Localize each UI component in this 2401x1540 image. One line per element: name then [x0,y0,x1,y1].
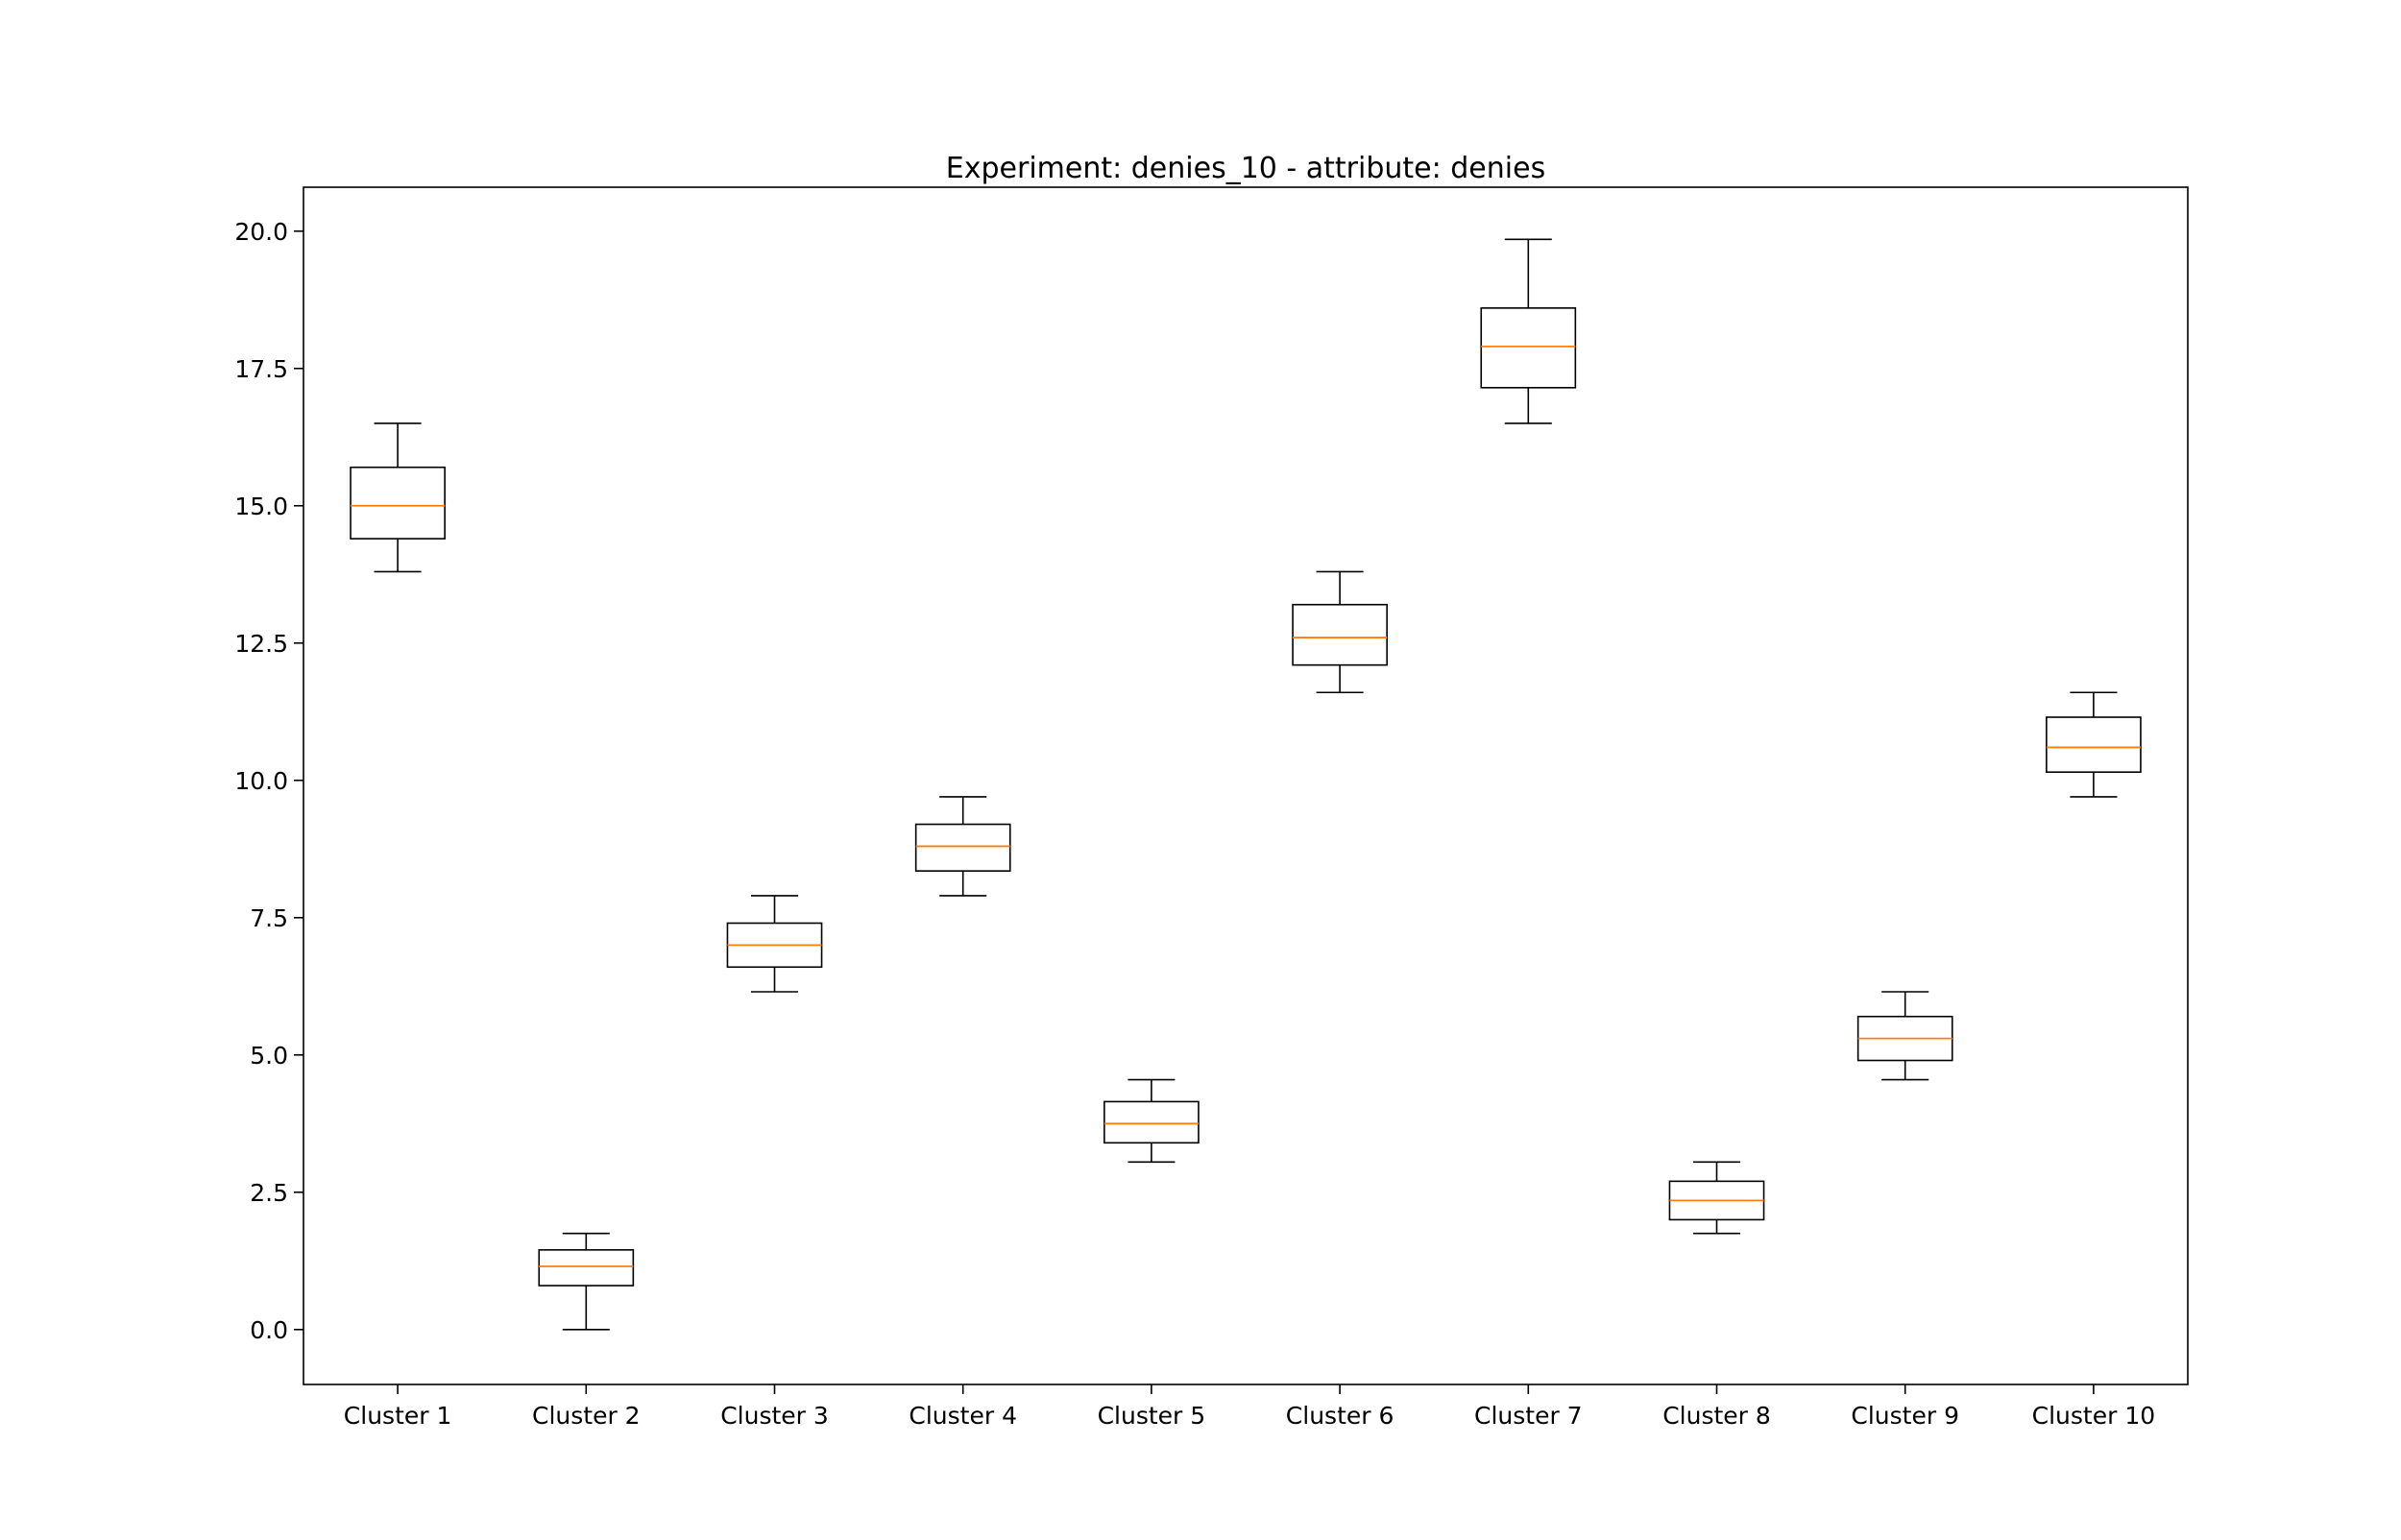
y-tick-label: 20.0 [234,218,288,246]
box-iqr [350,466,446,540]
box-iqr [914,823,1011,872]
x-tick-label: Cluster 6 [1286,1402,1395,1430]
y-tick-label: 0.0 [250,1316,288,1344]
box-iqr [1480,307,1577,389]
x-tick-label: Cluster 8 [1662,1402,1771,1430]
x-tick-label: Cluster 3 [720,1402,829,1430]
y-tick-label: 15.0 [234,493,288,520]
y-tick-label: 2.5 [250,1179,288,1207]
x-tick-label: Cluster 9 [1851,1402,1959,1430]
x-tick-label: Cluster 7 [1474,1402,1583,1430]
y-tick-label: 10.0 [234,767,288,795]
box-iqr [538,1249,635,1287]
x-tick-label: Cluster 4 [909,1402,1017,1430]
plot-area: 0.0 2.5 5.0 7.5 10.0 12.5 15.0 17.5 20.0 Cluster … [234,218,2155,1430]
x-tick-label: Cluster 2 [532,1402,641,1430]
x-tick-label: Cluster 5 [1098,1402,1206,1430]
axes-frame [303,186,2189,1385]
chart-title: Experiment: denies_10 - attribute: denie… [946,152,1545,185]
y-tick-label: 17.5 [234,355,288,383]
y-tick-label: 12.5 [234,630,288,658]
y-tick-label: 5.0 [250,1042,288,1070]
box-iqr [1103,1100,1200,1144]
box-iqr [2046,716,2142,773]
x-tick-label: Cluster 1 [344,1402,452,1430]
y-tick-label: 7.5 [250,904,288,932]
x-tick-label: Cluster 10 [2032,1402,2156,1430]
box-iqr [1292,603,1388,666]
